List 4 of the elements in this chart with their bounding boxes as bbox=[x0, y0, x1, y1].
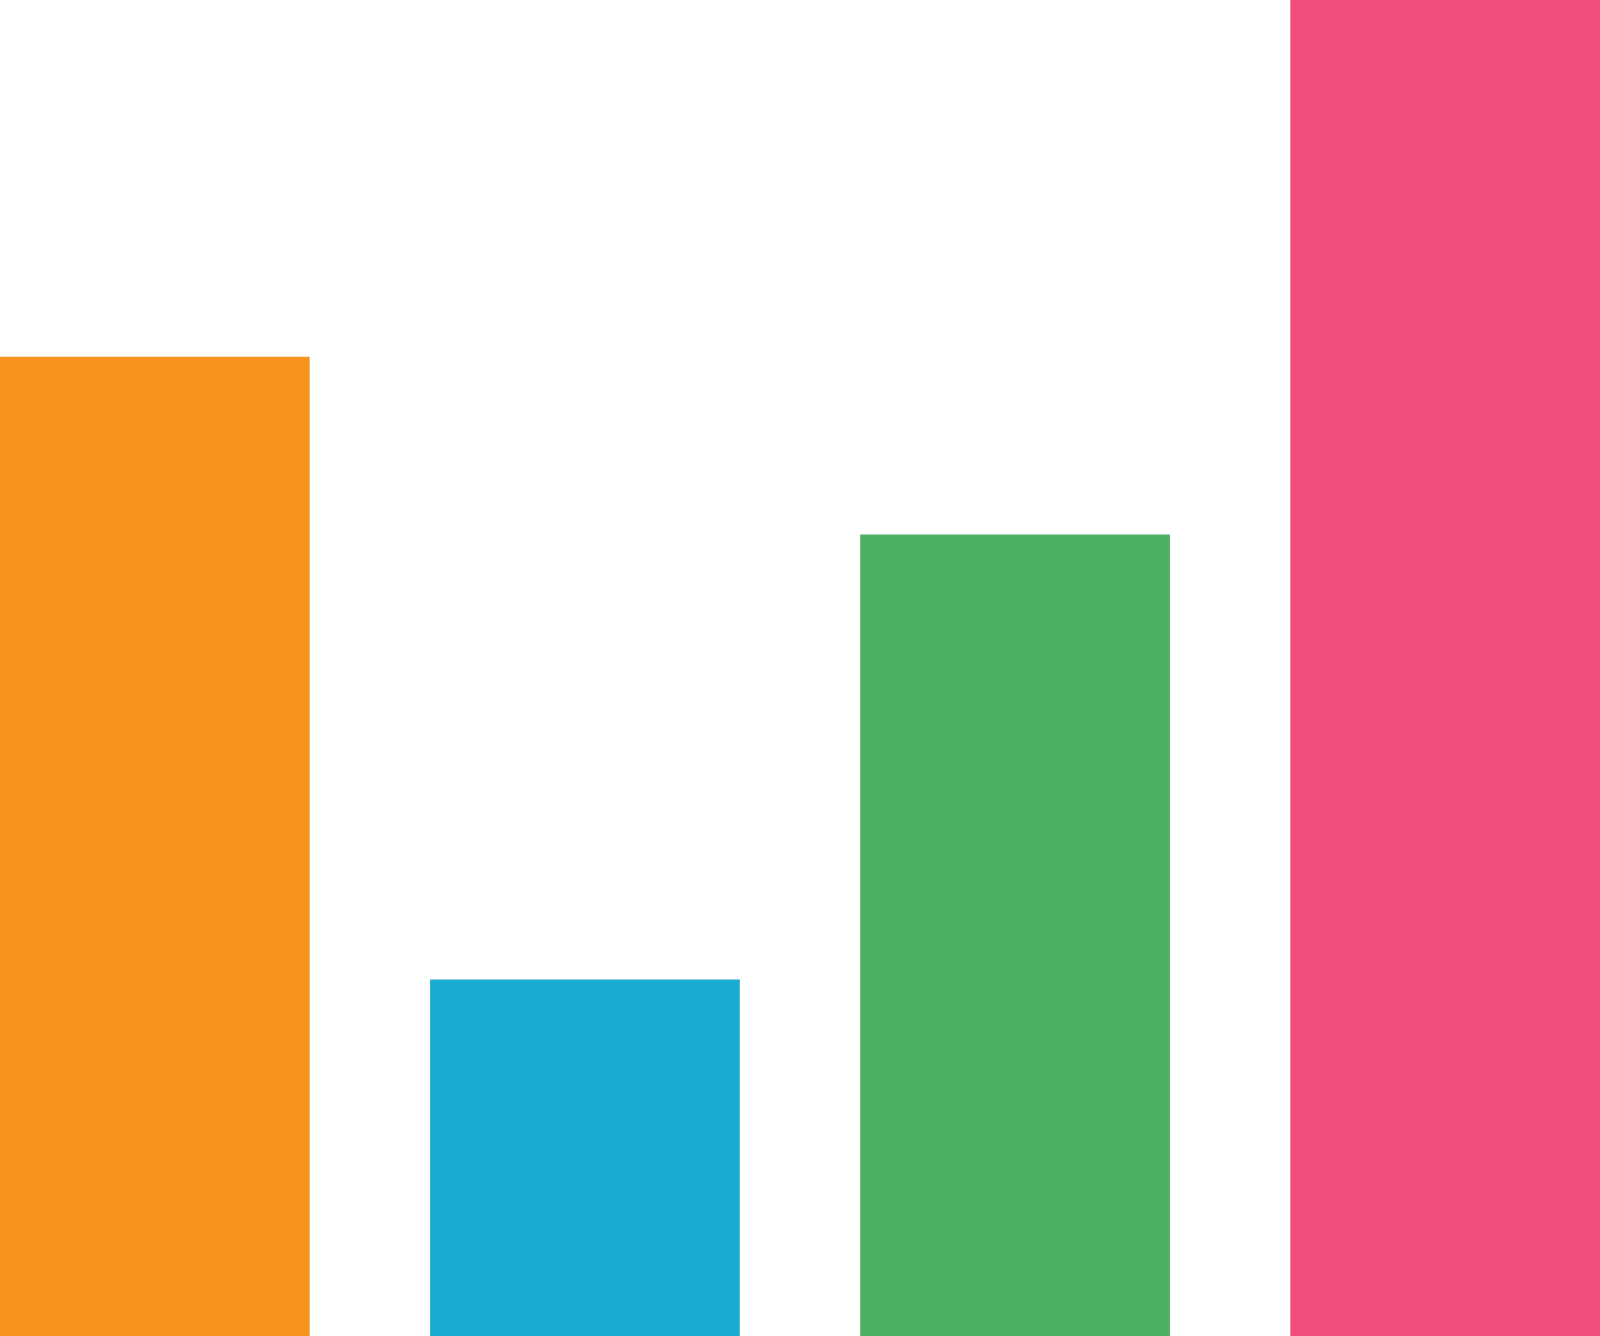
bar bbox=[430, 979, 740, 1336]
bar bbox=[0, 356, 310, 1336]
bar bbox=[860, 534, 1170, 1336]
bar bbox=[1290, 0, 1600, 1336]
